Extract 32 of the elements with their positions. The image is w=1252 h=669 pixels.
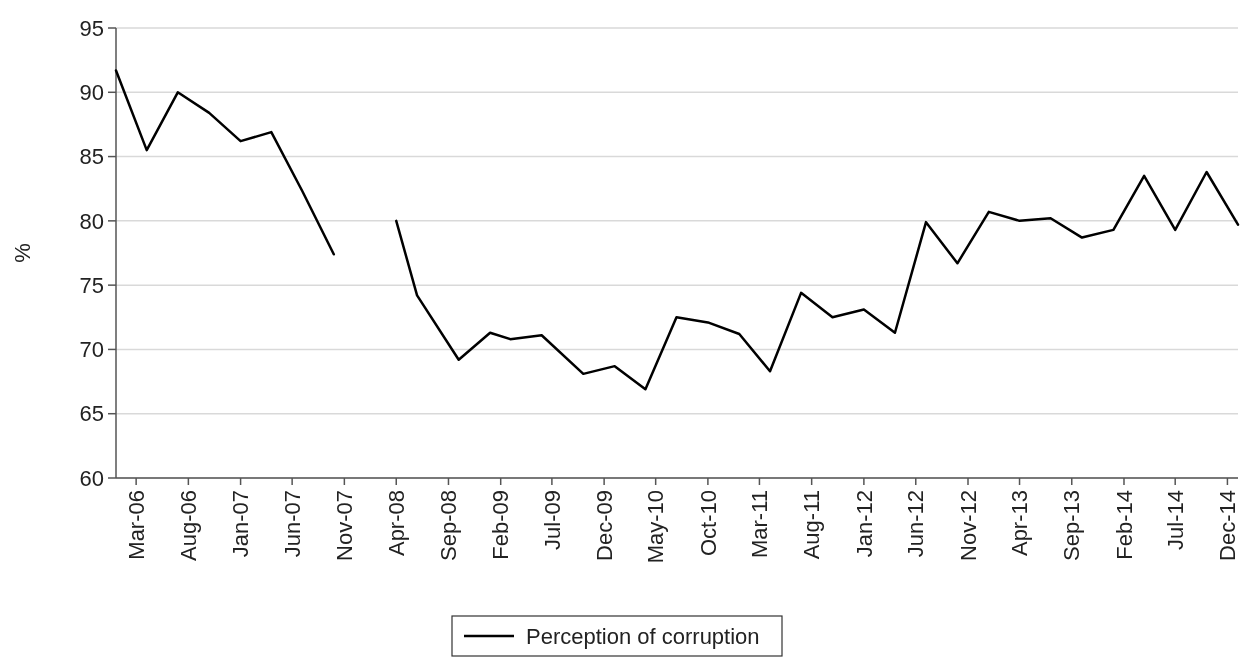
x-tick-label: Jan-12 bbox=[851, 490, 877, 558]
x-tick-label: Jul-09 bbox=[539, 490, 565, 550]
x-tick-label: May-10 bbox=[643, 490, 669, 564]
x-tick-label: Sep-08 bbox=[436, 490, 462, 561]
x-tick-label: Nov-12 bbox=[955, 490, 981, 561]
x-tick-label: Feb-09 bbox=[488, 490, 514, 560]
y-tick-label: 90 bbox=[79, 79, 104, 105]
y-axis-title: % bbox=[10, 243, 35, 263]
x-tick-label: Sep-13 bbox=[1059, 490, 1085, 561]
y-tick-label: 70 bbox=[79, 337, 104, 363]
y-tick-label: 95 bbox=[79, 15, 104, 41]
y-tick-label: 80 bbox=[79, 208, 104, 234]
x-tick-label: Mar-11 bbox=[747, 490, 773, 559]
x-tick-label: Jun-12 bbox=[903, 490, 929, 558]
x-tick-label: Jul-14 bbox=[1162, 490, 1188, 550]
x-tick-label: Dec-09 bbox=[591, 490, 617, 561]
x-tick-label: Aug-11 bbox=[799, 490, 825, 560]
x-tick-label: Jan-07 bbox=[228, 490, 254, 558]
x-tick-label: Aug-06 bbox=[176, 490, 202, 561]
y-tick-label: 60 bbox=[79, 465, 104, 491]
x-tick-label: Apr-08 bbox=[383, 490, 409, 557]
x-tick-label: Apr-13 bbox=[1007, 490, 1033, 557]
legend-label: Perception of corruption bbox=[526, 623, 760, 649]
x-tick-label: Oct-10 bbox=[695, 490, 721, 557]
y-tick-label: 65 bbox=[79, 401, 104, 427]
x-tick-label: Feb-14 bbox=[1111, 490, 1137, 560]
y-tick-label: 75 bbox=[79, 272, 104, 298]
y-tick-label: 85 bbox=[79, 144, 104, 170]
x-tick-label: Dec-14 bbox=[1215, 490, 1241, 561]
x-tick-label: Jun-07 bbox=[279, 490, 305, 558]
x-tick-label: Mar-06 bbox=[123, 490, 149, 560]
x-tick-label: Nov-07 bbox=[332, 490, 358, 561]
